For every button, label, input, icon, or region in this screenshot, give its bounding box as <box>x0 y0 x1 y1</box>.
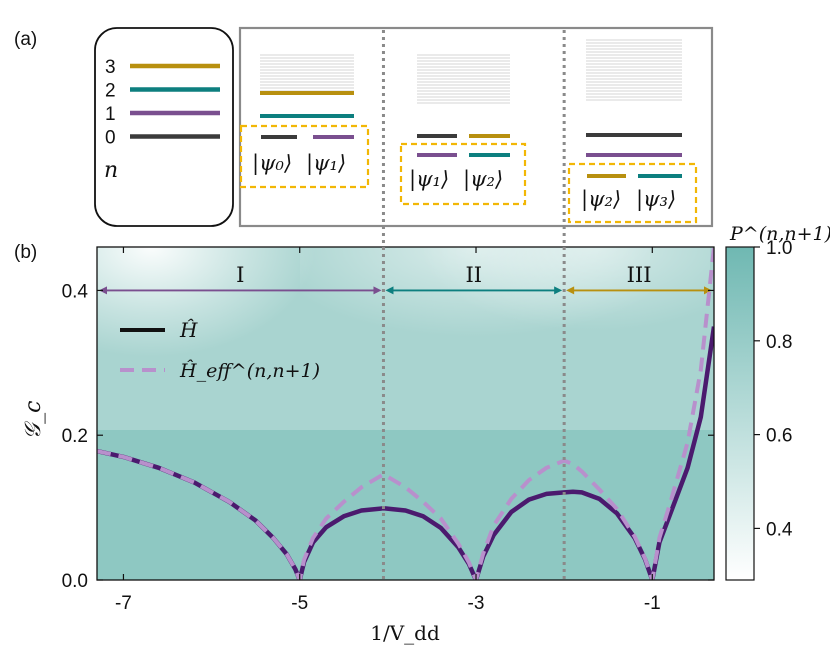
colorbar-tick-label: 0.8 <box>766 332 792 353</box>
level-axis-label: n <box>104 158 118 183</box>
colorbar-label: P^(n,n+1) <box>729 223 830 245</box>
region-II: II <box>385 263 563 295</box>
region-arrowhead-left <box>385 286 394 295</box>
ket-right: |ψ₂⟩ <box>463 167 503 192</box>
region-label-II: II <box>466 263 483 287</box>
regime-dividers <box>381 30 566 580</box>
region-III: III <box>566 263 712 295</box>
x-tick-label: -7 <box>115 593 132 614</box>
level-number-0: 0 <box>105 128 116 149</box>
level-legend-box: 3 21 0 n <box>94 27 234 227</box>
region-arrowhead-right <box>373 286 382 295</box>
ket-right: |ψ₁⟩ <box>306 151 346 176</box>
x-tick-label: -1 <box>644 593 661 614</box>
main-plot: I II III -7 -5 -3 -10.00.20.41/V_dd𝒢_c ĤĤ_eff… <box>21 246 715 645</box>
region-label-I: I <box>236 263 244 287</box>
colorbar-tick-label: 1.0 <box>766 238 792 259</box>
ket-right: |ψ₃⟩ <box>636 187 676 212</box>
schematic-column-2: |ψ₁⟩ |ψ₂⟩ <box>399 54 527 206</box>
colorbar-tick-label: 0.6 <box>766 426 792 447</box>
legend-label-H: Ĥ <box>179 318 198 342</box>
legend-label-Heff: Ĥ_eff^(n,n+1) <box>179 359 320 382</box>
level-number-1: 1 <box>105 104 116 125</box>
region-arrowhead-left <box>566 286 575 295</box>
level-number-2: 2 <box>105 81 116 102</box>
ket-box <box>239 124 370 189</box>
schematic-frame: |ψ₀⟩ |ψ₁⟩ |ψ₁⟩ |ψ₂⟩ |ψ₂⟩ |ψ₃⟩ <box>238 26 714 228</box>
ket-box <box>567 162 698 224</box>
ket-left: |ψ₁⟩ <box>409 167 449 192</box>
ket-box <box>399 142 527 206</box>
schematic-column-1: |ψ₀⟩ |ψ₁⟩ <box>239 54 370 189</box>
ket-left: |ψ₂⟩ <box>581 187 621 212</box>
colorbar: 1.0 0.8 0.6 0.4 P^(n,n+1) <box>725 223 830 581</box>
schematic-column-3: |ψ₂⟩ |ψ₃⟩ <box>567 39 698 224</box>
y-axis-label: 𝒢_c <box>21 401 46 440</box>
series-Heff-line <box>97 247 714 580</box>
panel-b-label: (b) <box>14 242 37 263</box>
y-tick-label: 0.4 <box>62 281 89 302</box>
y-tick-label: 0.0 <box>62 571 88 592</box>
colorbar-tick-label: 0.4 <box>766 519 793 540</box>
y-tick-label: 0.2 <box>62 426 88 447</box>
region-arrowhead-right <box>554 286 563 295</box>
panel-a-label: (a) <box>14 29 37 50</box>
x-tick-label: -5 <box>291 593 308 614</box>
ket-left: |ψ₀⟩ <box>252 151 292 176</box>
x-axis-label: 1/V_dd <box>370 621 440 645</box>
region-label-III: III <box>627 263 652 287</box>
level-number-3: 3 <box>105 57 116 78</box>
x-tick-label: -3 <box>468 593 485 614</box>
